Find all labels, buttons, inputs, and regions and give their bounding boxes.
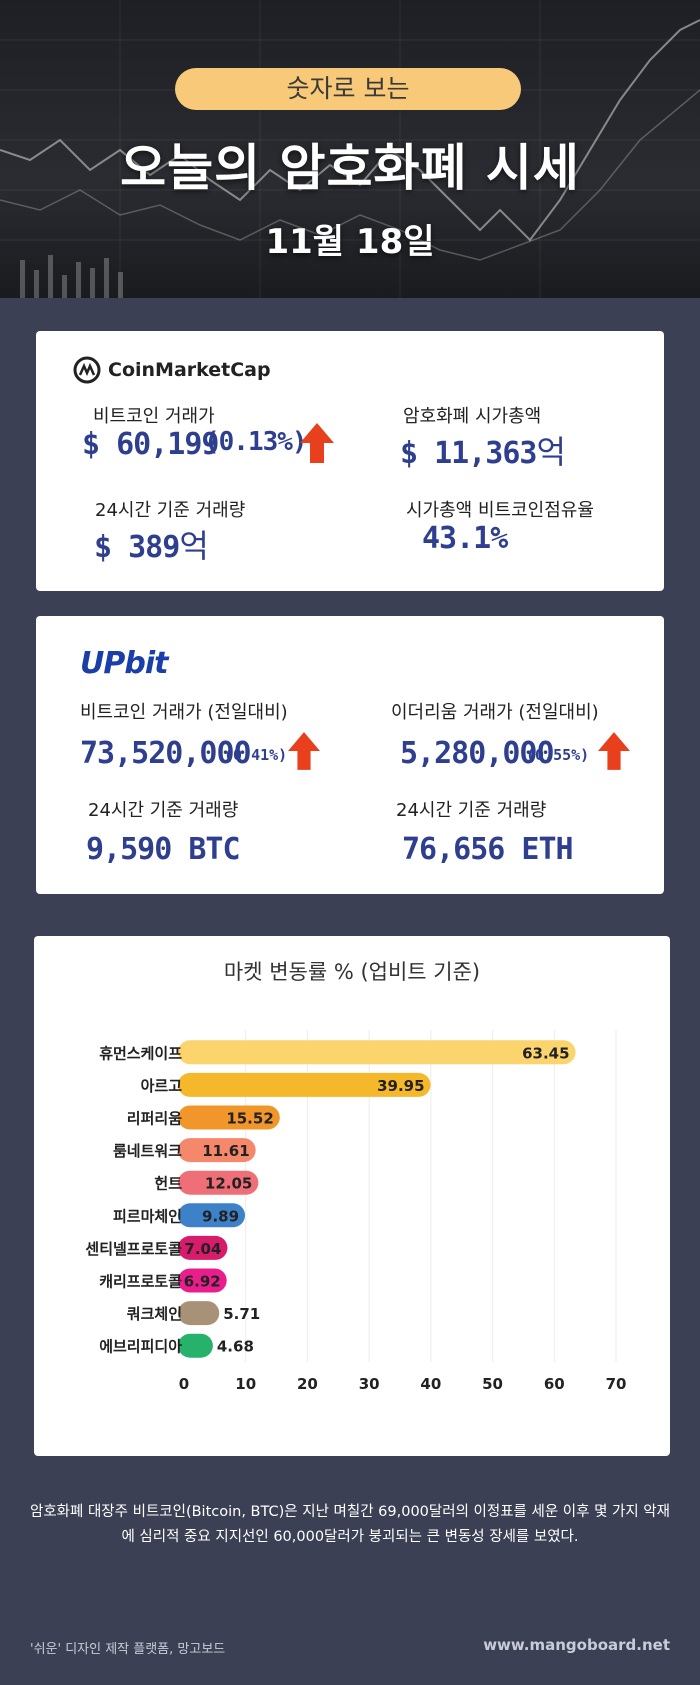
upbit-eth-vol-label: 24시간 기준 거래량 — [396, 800, 547, 821]
data-label: 15.52 — [226, 1110, 273, 1128]
x-tick-label: 40 — [420, 1375, 441, 1393]
chart-bar — [178, 1105, 280, 1130]
upbit-btc-change: (0.41%) — [224, 746, 288, 764]
stock-chart-background — [0, 0, 700, 298]
x-tick-label: 70 — [606, 1375, 627, 1393]
page-title: 오늘의 암호화폐 시세 — [120, 139, 580, 197]
upbit-btc-vol-label: 24시간 기준 거래량 — [88, 800, 239, 821]
cmc-btc-label: 비트코인 거래가 — [93, 406, 215, 427]
chart-bar — [178, 1040, 576, 1065]
upbit-btc-label: 비트코인 거래가 (전일대비) — [80, 702, 288, 723]
data-label: 63.45 — [522, 1044, 569, 1062]
market-change-chart-card: 마켓 변동률 % (업비트 기준) 0 10 20 30 40 50 60 70 휴먼스케이프 6… — [34, 936, 670, 1456]
chart-bar — [178, 1072, 431, 1097]
chart-bar — [178, 1138, 256, 1163]
chart-bar — [178, 1301, 220, 1326]
cmc-vol-label: 24시간 기준 거래량 — [95, 500, 246, 521]
coinmarketcap-card: CoinMarketCap 비트코인 거래가 $ 60,199 (0.13%) … — [36, 331, 664, 591]
category-label: 캐리프로토콜 — [99, 1273, 182, 1291]
coinmarketcap-logo: CoinMarketCap — [72, 355, 271, 385]
data-label: 7.04 — [184, 1240, 221, 1258]
arrow-up-icon — [598, 732, 630, 770]
upbit-logo: UPbit — [80, 646, 168, 681]
data-label: 9.89 — [202, 1207, 239, 1225]
hero-pill: 숫자로 보는 — [175, 68, 521, 110]
category-label: 센티넬프로토콜 — [85, 1240, 182, 1258]
cmc-mcap-unit: 억 — [536, 433, 566, 471]
cmc-vol-unit: 억 — [179, 527, 208, 565]
cmc-btc-price: $ 60,199 — [82, 427, 219, 462]
data-label: 6.92 — [184, 1273, 221, 1291]
chart-bar — [178, 1268, 227, 1293]
chart-bar — [178, 1203, 246, 1228]
category-label: 아르고 — [141, 1077, 183, 1095]
x-tick-label: 0 — [179, 1375, 189, 1393]
upbit-eth-price: 5,280,000 — [400, 736, 555, 771]
cmc-mcap-value: $ 11,363억 — [400, 433, 566, 471]
page-date: 11월 18일 — [265, 222, 435, 262]
x-tick-label: 20 — [297, 1375, 318, 1393]
cmc-dom-value: 43.1% — [422, 521, 508, 556]
chart-bar — [178, 1170, 259, 1195]
category-label: 휴먼스케이프 — [99, 1044, 182, 1062]
chart-title: 마켓 변동률 % (업비트 기준) — [223, 960, 481, 984]
x-tick-label: 30 — [359, 1375, 380, 1393]
data-label: 12.05 — [205, 1175, 252, 1193]
coinmarketcap-logo-icon — [73, 356, 101, 384]
data-label: 4.68 — [217, 1338, 254, 1356]
category-label: 룸네트워크 — [113, 1142, 182, 1160]
category-label: 피르마체인 — [113, 1207, 182, 1225]
cmc-btc-change: (0.13%) — [204, 427, 308, 457]
footer-credit: '쉬운' 디자인 제작 플랫폼, 망고보드 — [30, 1642, 226, 1657]
hero-banner: 숫자로 보는 오늘의 암호화폐 시세 11월 18일 — [0, 0, 700, 298]
cmc-mcap-label: 암호화폐 시가총액 — [403, 406, 542, 427]
cmc-vol-value: $ 389억 — [94, 527, 209, 565]
x-tick-label: 10 — [235, 1375, 256, 1393]
category-label: 쿼크체인 — [127, 1305, 182, 1323]
x-tick-label: 60 — [544, 1375, 565, 1393]
footer-site-link[interactable]: www.mangoboard.net — [483, 1636, 670, 1654]
upbit-eth-label: 이더리움 거래가 (전일대비) — [391, 702, 599, 723]
cmc-dom-label: 시가총액 비트코인점유율 — [406, 500, 594, 521]
upbit-eth-vol: 76,656 ETH — [402, 832, 574, 867]
data-label: 11.61 — [202, 1142, 249, 1160]
chart-bar — [178, 1235, 228, 1260]
category-label: 헌트 — [154, 1175, 182, 1193]
footnote-text: 암호화폐 대장주 비트코인(Bitcoin, BTC)은 지난 며칠간 69,0… — [30, 1504, 670, 1545]
coinmarketcap-logo-text: CoinMarketCap — [108, 359, 271, 381]
arrow-up-icon — [300, 423, 334, 463]
arrow-up-icon — [288, 732, 320, 770]
data-label: 5.71 — [223, 1305, 260, 1323]
x-tick-label: 50 — [482, 1375, 503, 1393]
category-label: 에브리피디아 — [99, 1338, 182, 1356]
upbit-eth-change: (0.55%) — [526, 746, 590, 764]
upbit-btc-price: 73,520,000 — [80, 736, 252, 771]
upbit-btc-vol: 9,590 BTC — [86, 832, 241, 867]
upbit-card: UPbit 비트코인 거래가 (전일대비) 73,520,000 (0.41%)… — [36, 616, 664, 894]
market-change-bar-chart: 0 10 20 30 40 50 60 70 휴먼스케이프 63.45 아르고 39.95 리퍼리움 15… — [85, 1030, 627, 1393]
data-label: 39.95 — [377, 1077, 424, 1095]
chart-bar — [178, 1333, 213, 1358]
category-label: 리퍼리움 — [127, 1110, 182, 1128]
